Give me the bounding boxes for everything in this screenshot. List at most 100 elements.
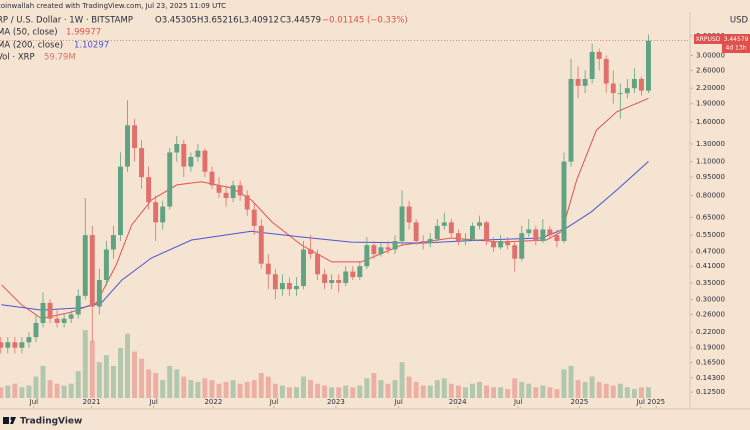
candle-body — [132, 125, 138, 149]
candle-body — [315, 254, 321, 275]
volume-bar — [434, 380, 440, 398]
candle-body — [399, 206, 405, 242]
volume-bar — [617, 383, 623, 398]
volume-bar — [575, 380, 581, 398]
volume-bar — [188, 380, 194, 398]
volume-bar — [554, 389, 560, 398]
candle-body — [519, 233, 525, 259]
volume-bar — [484, 385, 490, 398]
volume-bar — [47, 380, 53, 398]
volume-bar — [139, 358, 145, 398]
volume-bar — [146, 369, 152, 398]
volume-bar — [645, 387, 651, 398]
volume-bar — [329, 387, 335, 398]
y-tick-label: 0.16500 — [696, 359, 725, 367]
y-tick-label: 0.80000 — [696, 191, 725, 199]
candle-body — [167, 152, 173, 207]
volume-bar — [61, 385, 67, 398]
candle-body — [561, 161, 567, 242]
y-tick-label: 0.95000 — [696, 173, 725, 181]
volume-bar — [420, 385, 426, 398]
volume-bar — [237, 383, 243, 398]
x-tick-label: Jul — [393, 398, 403, 406]
candle-body — [139, 148, 145, 178]
volume-bar — [308, 380, 314, 398]
candle-body — [125, 125, 130, 167]
volume-bar — [209, 380, 215, 398]
candle-body — [336, 279, 342, 283]
y-tick-label: 1.10000 — [696, 158, 725, 166]
volume-bar — [505, 389, 511, 398]
volume-bar — [336, 387, 342, 398]
candle-body — [301, 249, 306, 287]
candle-body — [589, 51, 595, 79]
candle-body — [5, 342, 11, 348]
y-tick-label: 3.00000 — [696, 51, 725, 59]
volume-bar — [322, 385, 328, 398]
candle-body — [420, 241, 426, 244]
countdown: 4d 13h — [726, 45, 747, 52]
volume-bar — [392, 380, 398, 398]
candle-body — [308, 249, 314, 255]
volume-bar — [54, 383, 60, 398]
y-tick-label: 1.30000 — [696, 140, 725, 148]
candle-body — [427, 239, 433, 244]
candle-body — [441, 222, 447, 226]
close-label: C3.44579 — [280, 16, 321, 26]
volume-bar — [455, 385, 461, 398]
candle-body — [146, 177, 152, 203]
volume-bar — [526, 383, 532, 398]
y-tick-label: 0.65000 — [696, 213, 725, 221]
candle-body — [554, 235, 560, 242]
candle-body — [117, 166, 123, 236]
candle-body — [617, 93, 623, 94]
candle-body — [33, 322, 39, 338]
volume-bar — [462, 387, 468, 398]
volume-bar — [427, 385, 433, 398]
x-tick-label: 2022 — [204, 398, 222, 406]
candle-body — [357, 266, 363, 278]
volume-bar — [441, 378, 447, 398]
price-tag — [722, 34, 750, 53]
volume-bar — [12, 383, 18, 398]
candle-body — [406, 206, 412, 223]
volume-bar — [491, 387, 497, 398]
candle-body — [272, 274, 278, 290]
volume-bar — [624, 387, 630, 398]
volume-bar — [448, 383, 454, 398]
candle-body — [568, 78, 574, 162]
candle-body — [350, 271, 356, 278]
change-label: −0.01145 (−0.33%) — [322, 16, 408, 26]
candle-body — [322, 274, 328, 283]
volume-bar — [153, 373, 159, 398]
y-tick-label: 0.41000 — [696, 262, 725, 270]
candle-body — [26, 337, 32, 343]
candle-body — [448, 222, 454, 234]
candle-body — [251, 209, 257, 226]
volume-bar — [547, 387, 553, 398]
candle-body — [582, 78, 588, 86]
candle-body — [371, 245, 377, 255]
volume-bar — [96, 362, 102, 398]
volume-bar — [350, 387, 356, 398]
brand-logo — [3, 416, 16, 424]
volume-bar — [160, 380, 166, 398]
volume-bar — [75, 371, 81, 398]
candle-body — [469, 225, 475, 240]
brand: TradingView — [20, 417, 82, 427]
candle-body — [540, 229, 546, 242]
volume-bar — [638, 387, 644, 398]
candle-body — [455, 233, 461, 242]
candle-body — [477, 222, 482, 226]
volume-bar — [195, 381, 201, 398]
volume-bar — [279, 385, 285, 398]
candle-body — [160, 206, 166, 223]
x-tick-label: 2024 — [449, 398, 467, 406]
plot-area — [0, 34, 690, 398]
open-label: O3.45305 — [155, 16, 197, 26]
candle-body — [575, 78, 581, 86]
volume-bar — [26, 385, 32, 398]
volume-bar — [33, 376, 39, 398]
moving-average-line — [1, 161, 649, 311]
